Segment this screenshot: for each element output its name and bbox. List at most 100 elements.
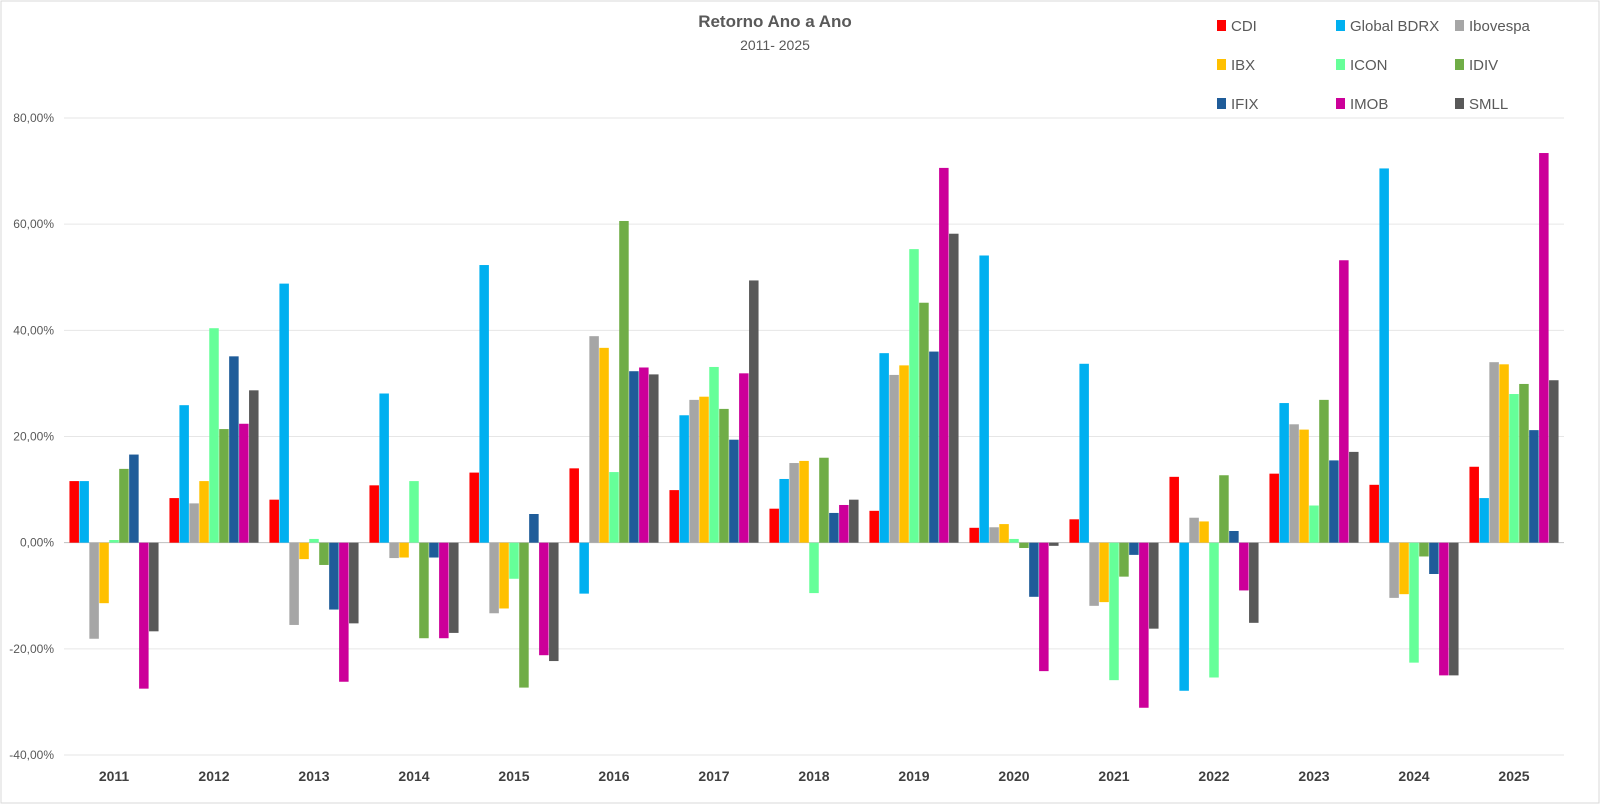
legend-swatch (1336, 20, 1345, 31)
x-tick-label: 2021 (1098, 768, 1129, 784)
bar-ifix-2023 (1329, 460, 1339, 543)
x-tick-label: 2024 (1398, 768, 1429, 784)
bar-imob-2014 (439, 542, 449, 639)
y-tick-label: 60,00% (13, 217, 54, 231)
bar-ibx-2013 (299, 542, 309, 560)
legend-swatch (1455, 20, 1464, 31)
legend-swatch (1217, 59, 1226, 70)
bar-smll-2025 (1549, 380, 1559, 543)
x-tick-label: 2019 (898, 768, 929, 784)
legend-label: IDIV (1469, 57, 1498, 74)
bar-imob-2016 (639, 367, 649, 543)
x-tick-label: 2017 (698, 768, 729, 784)
legend-swatch (1455, 98, 1464, 109)
legend-label: IFIX (1231, 96, 1259, 113)
x-tick-label: 2011 (99, 768, 130, 784)
bar-smll-2018 (849, 499, 859, 543)
bar-cdi-2022 (1169, 476, 1179, 543)
bar-idiv-2012 (219, 429, 229, 543)
bar-cdi-2024 (1369, 484, 1379, 543)
bar-icon-2011 (109, 540, 119, 543)
bar-global-bdrx-2020 (979, 255, 989, 543)
bar-ibx-2016 (599, 347, 609, 543)
bar-imob-2012 (239, 423, 249, 543)
bar-global-bdrx-2023 (1279, 403, 1289, 543)
x-tick-label: 2014 (398, 768, 429, 784)
bar-ibovespa-2019 (889, 374, 899, 543)
bar-idiv-2025 (1519, 383, 1529, 543)
x-tick-label: 2012 (198, 768, 229, 784)
bar-cdi-2017 (669, 490, 679, 543)
bar-icon-2020 (1009, 538, 1019, 543)
x-tick-label: 2023 (1298, 768, 1329, 784)
bar-ibx-2015 (499, 542, 509, 609)
legend-item-ibovespa: Ibovespa (1455, 18, 1531, 35)
bar-ibx-2012 (199, 481, 209, 543)
bar-icon-2014 (409, 481, 419, 543)
bar-icon-2018 (809, 542, 819, 594)
bar-imob-2018 (839, 504, 849, 543)
bar-global-bdrx-2018 (779, 478, 789, 543)
bar-cdi-2012 (169, 498, 179, 543)
legend-swatch (1217, 98, 1226, 109)
x-tick-label: 2022 (1198, 768, 1229, 784)
bar-icon-2013 (309, 538, 319, 543)
bar-icon-2019 (909, 249, 919, 543)
bar-idiv-2022 (1219, 475, 1229, 543)
bar-imob-2017 (739, 373, 749, 543)
bar-ifix-2011 (129, 454, 139, 543)
bar-idiv-2021 (1119, 542, 1129, 577)
bar-ifix-2013 (329, 542, 339, 610)
legend-label: ICON (1350, 57, 1388, 74)
y-axis-ticks: -40,00% -20,00% 0,00% 20,00% 40,00% 60,00% 80,… (9, 111, 54, 762)
bar-idiv-2023 (1319, 399, 1329, 543)
bar-global-bdrx-2015 (479, 265, 489, 543)
y-tick-label: -20,00% (9, 642, 54, 656)
bar-smll-2012 (249, 390, 259, 543)
bar-smll-2022 (1249, 542, 1259, 623)
bar-global-bdrx-2025 (1479, 498, 1489, 543)
bar-idiv-2014 (419, 542, 429, 639)
bar-imob-2021 (1139, 542, 1149, 708)
legend-item-idiv: IDIV (1455, 57, 1498, 74)
bar-idiv-2020 (1019, 542, 1029, 548)
bar-smll-2016 (649, 374, 659, 543)
bar-ifix-2020 (1029, 542, 1039, 597)
bar-ibovespa-2011 (89, 542, 99, 639)
legend-swatch (1217, 20, 1226, 31)
bar-ifix-2021 (1129, 542, 1139, 555)
bar-imob-2023 (1339, 260, 1349, 543)
bar-imob-2020 (1039, 542, 1049, 672)
bar-ibovespa-2013 (289, 542, 299, 625)
bar-icon-2021 (1109, 542, 1119, 681)
bars (69, 153, 1559, 708)
legend-item-smll: SMLL (1455, 96, 1508, 113)
chart-title: Retorno Ano a Ano (698, 12, 852, 31)
bar-imob-2019 (939, 167, 949, 543)
bar-ifix-2018 (829, 512, 839, 543)
legend-item-ifix: IFIX (1217, 96, 1259, 113)
bar-smll-2011 (149, 542, 159, 632)
bar-ibovespa-2025 (1489, 362, 1499, 543)
bar-ifix-2012 (229, 356, 239, 543)
bar-ibovespa-2017 (689, 399, 699, 543)
bar-global-bdrx-2019 (879, 353, 889, 543)
bar-global-bdrx-2011 (79, 481, 89, 543)
legend: CDI Global BDRX Ibovespa IBX ICON IDIV IFIX IMO… (1217, 18, 1531, 113)
bar-imob-2024 (1439, 542, 1449, 676)
bar-ibovespa-2015 (489, 542, 499, 614)
bar-ibovespa-2020 (989, 527, 999, 543)
bar-imob-2015 (539, 542, 549, 656)
bar-icon-2024 (1409, 542, 1419, 663)
bar-cdi-2014 (369, 485, 379, 543)
bar-ibx-2019 (899, 365, 909, 543)
bar-ifix-2017 (729, 439, 739, 543)
bar-global-bdrx-2022 (1179, 542, 1189, 691)
bar-idiv-2011 (119, 468, 129, 543)
bar-ifix-2022 (1229, 530, 1239, 543)
legend-item-cdi: CDI (1217, 18, 1257, 35)
